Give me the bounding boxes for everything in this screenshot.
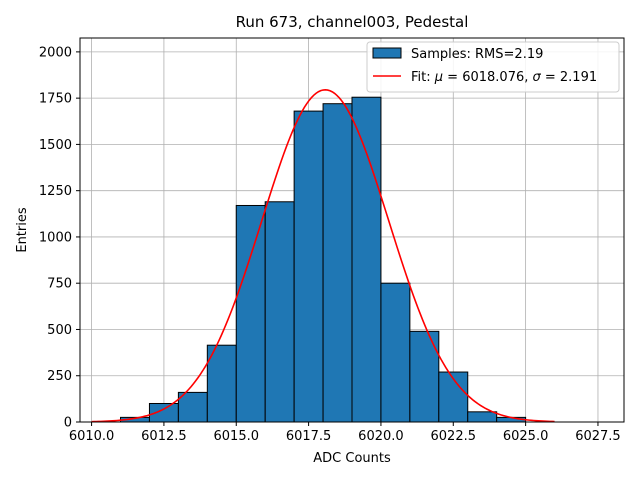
histogram-bar-12	[438, 371, 469, 423]
x-tick-label-1: 6012.5	[141, 429, 187, 444]
histogram-bar-8	[322, 103, 353, 423]
plot-frame	[79, 37, 625, 423]
legend-fit-sigma-value: = 2.191	[541, 70, 597, 85]
histogram-bar-7	[293, 110, 324, 423]
x-tick-label-0: 6010.0	[69, 429, 115, 444]
x-tick-label-6: 6025.0	[503, 429, 549, 444]
y-tick-label-3: 750	[47, 277, 72, 292]
legend-fit-sigma: σ	[533, 70, 542, 85]
legend-histogram-label: Samples: RMS=2.19	[411, 47, 543, 62]
y-tick-label-6: 1500	[39, 138, 72, 153]
y-axis-ticks: 0 250 500 750 1000 1250 1500 1750 2000	[39, 45, 80, 431]
y-tick-label-8: 2000	[39, 45, 72, 60]
legend-box	[366, 41, 620, 93]
legend-fit-label: Fit: μ = 6018.076, σ = 2.191	[411, 70, 597, 85]
x-tick-label-3: 6017.5	[286, 429, 332, 444]
y-tick-label-1: 250	[47, 369, 72, 384]
histogram-bar-5	[235, 204, 266, 423]
x-tick-label-5: 6022.5	[431, 429, 477, 444]
histogram-bars	[120, 96, 527, 423]
histogram-bar-4	[206, 344, 237, 423]
x-tick-label-4: 6020.0	[358, 429, 404, 444]
y-tick-label-7: 1750	[39, 92, 72, 107]
legend-fit-prefix: Fit:	[411, 70, 435, 85]
histogram-bar-10	[380, 282, 411, 423]
x-axis-ticks: 6010.0 6012.5 6015.0 6017.5 6020.0 6022.5 6025…	[69, 422, 621, 444]
legend-fit-mu-value: = 6018.076,	[443, 70, 532, 85]
y-tick-label-2: 500	[47, 323, 72, 338]
y-tick-label-4: 1000	[39, 230, 72, 245]
histogram-bar-13	[467, 411, 498, 423]
chart-title: Run 673, channel003, Pedestal	[236, 13, 469, 31]
legend-fit-mu: μ	[434, 70, 443, 85]
histogram-bar-9	[351, 96, 382, 423]
y-tick-label-5: 1250	[39, 184, 72, 199]
y-axis-label: Entries	[15, 207, 30, 253]
legend: Samples: RMS=2.19 Fit: μ = 6018.076, σ =…	[366, 41, 620, 93]
fit-curve	[91, 89, 555, 423]
x-axis-label: ADC Counts	[313, 451, 391, 466]
x-tick-label-7: 6027.5	[575, 429, 621, 444]
y-tick-label-0: 0	[64, 416, 72, 431]
histogram-bar-3	[177, 391, 208, 423]
histogram-bar-6	[264, 201, 295, 423]
x-tick-label-2: 6015.0	[214, 429, 260, 444]
legend-histogram-swatch	[372, 47, 402, 59]
